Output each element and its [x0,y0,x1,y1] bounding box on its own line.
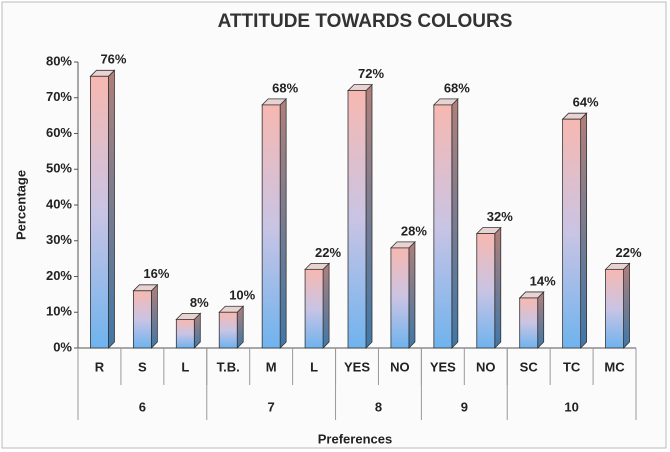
x-tick-label: YES [430,359,456,374]
bar [89,69,116,349]
bar-front [605,268,624,349]
y-axis-title: Percentage [13,170,28,240]
value-label: 64% [573,95,599,110]
x-tick-label: TC [563,359,581,374]
bar [432,97,459,349]
bar-side [236,305,244,349]
bar [304,262,331,349]
bar-front [175,318,195,349]
bar-side [322,262,330,349]
group-label: 10 [564,399,578,414]
value-label: 16% [143,266,169,281]
y-tick-label: 10% [46,304,72,319]
bar-front [562,118,582,349]
bar [561,112,588,349]
value-label: 22% [616,245,642,260]
y-tick-label: 60% [46,125,72,140]
x-tick-label: NO [476,359,496,374]
x-tick-label: L [310,359,318,374]
bar-front [261,104,281,349]
bar-side [537,290,545,349]
bar-front [390,247,410,349]
y-tick-label: 20% [46,268,72,283]
bar-side [623,262,630,349]
x-tick-label: S [138,359,147,374]
bar [475,226,502,349]
bar [218,305,245,349]
x-tick-label: T.B. [217,359,240,374]
bar-side [279,97,287,349]
y-tick-label: 70% [46,89,72,104]
y-tick-label: 0% [53,339,72,354]
value-label: 14% [530,273,556,288]
bar-side [451,97,459,349]
value-label: 10% [229,288,255,303]
bar-front [476,233,496,349]
value-label: 28% [401,223,427,238]
value-label: 68% [444,80,470,95]
group-label: 6 [139,399,146,414]
group-label: 8 [375,399,382,414]
bar [389,240,416,349]
bar-front [218,311,238,349]
bar-front [90,75,109,349]
x-tick-label: M [266,359,277,374]
bar-side [494,226,502,349]
bar [604,262,631,349]
y-tick-label: 40% [46,196,72,211]
bar-side [580,112,588,349]
bar-front [304,268,324,349]
value-label: 8% [190,295,209,310]
bar [132,283,159,349]
chart-title: ATTITUDE TOWARDS COLOURS [218,11,513,32]
x-tick-label: NO [390,359,410,374]
value-label: 32% [487,209,513,224]
value-label: 68% [272,80,298,95]
value-label: 22% [315,245,341,260]
bar [175,312,202,349]
bar-side [108,69,115,349]
y-tick-label: 50% [46,161,72,176]
bar [261,97,288,349]
x-axis-title: Preferences [318,431,392,446]
group-label: 7 [268,399,275,414]
bar-front [519,297,539,349]
bar-front [433,104,453,349]
bar [518,290,545,349]
bar-side [150,283,158,349]
x-tick-label: MC [604,359,625,374]
value-label: 76% [100,52,126,67]
bar [347,83,373,349]
x-tick-label: L [181,359,189,374]
group-label: 9 [461,399,468,414]
bar-side [365,83,373,349]
x-tick-label: YES [344,359,370,374]
bar-side [408,240,416,349]
bar-front [347,90,367,349]
y-tick-label: 30% [46,232,72,247]
value-label: 72% [358,66,384,81]
x-tick-label: SC [520,359,539,374]
x-tick-label: R [95,359,105,374]
bar-front [132,290,152,349]
y-tick-label: 80% [46,53,72,68]
